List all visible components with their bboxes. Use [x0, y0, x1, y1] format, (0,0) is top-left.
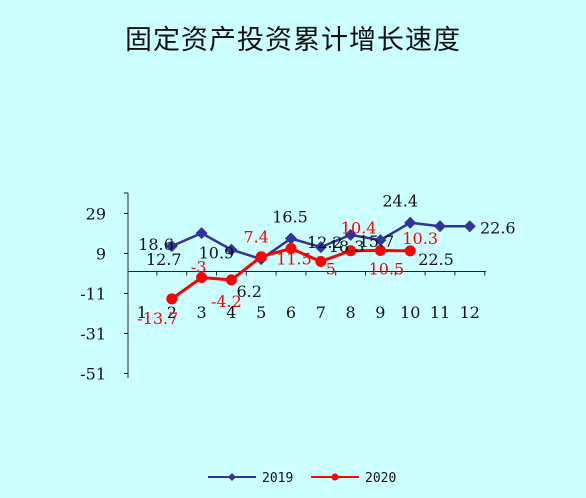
- point-2020: [285, 243, 297, 254]
- point-2020: [225, 274, 237, 286]
- annotation-label: 22.5: [418, 250, 454, 269]
- data-label-2019: 10.9: [199, 244, 235, 263]
- point-2019: [374, 234, 387, 247]
- data-label-2020: 11.5: [276, 250, 312, 269]
- point-2019: [434, 220, 446, 233]
- legend-swatch-marker: [331, 473, 339, 481]
- point-2019: [344, 228, 357, 241]
- point-2019: [314, 241, 327, 254]
- y-tick-label: -11: [80, 285, 106, 304]
- point-2020: [315, 256, 327, 267]
- point-2020: [255, 251, 267, 263]
- point-2019: [225, 243, 238, 256]
- data-label-2020: -13.7: [137, 309, 178, 328]
- y-tick-label: 29: [86, 205, 106, 224]
- chart-title: 固定资产投资累计增长速度: [125, 25, 461, 56]
- data-label-2020: 5: [326, 260, 336, 279]
- point-2019: [285, 232, 297, 245]
- data-label-2020: 7.4: [243, 228, 268, 247]
- x-tick-label: 1: [137, 303, 147, 322]
- x-tick-label: 5: [256, 303, 266, 322]
- point-2020: [196, 272, 208, 283]
- data-label-2019: 18.3: [329, 237, 365, 256]
- x-tick-label: 7: [316, 303, 326, 322]
- annotation-label: 18.6: [138, 235, 174, 254]
- x-tick-label: 10: [400, 303, 420, 322]
- point-2020: [404, 245, 416, 257]
- data-label-2019: 24.4: [382, 192, 418, 211]
- point-2020: [345, 245, 357, 257]
- x-tick-label: 8: [346, 303, 356, 322]
- x-tick-label: 11: [430, 303, 450, 322]
- data-label-2019: 15.7: [359, 232, 395, 251]
- data-label-2019: 12.2: [307, 233, 343, 252]
- y-tick-label: 9: [96, 245, 106, 264]
- legend-label: 2019: [262, 471, 293, 486]
- point-2019: [463, 220, 476, 233]
- x-tick-label: 2: [167, 303, 177, 322]
- point-2020: [166, 293, 178, 305]
- data-label-2019: 6.2: [236, 282, 261, 301]
- x-tick-label: 4: [226, 303, 236, 322]
- data-label-2020: -4.2: [211, 292, 242, 311]
- point-2019: [404, 216, 417, 229]
- data-label-2020: 10.3: [402, 229, 438, 248]
- y-tick-label: -51: [80, 365, 106, 384]
- x-tick-label: 9: [375, 303, 385, 322]
- legend-swatch-marker: [228, 473, 236, 481]
- x-tick-label: 12: [460, 303, 480, 322]
- data-label-2019: 16.5: [272, 208, 308, 227]
- y-tick-label: -31: [80, 325, 106, 344]
- data-label-2019: 22.6: [480, 218, 516, 237]
- x-tick-label: 3: [197, 303, 207, 322]
- point-2020: [374, 245, 386, 256]
- legend-label: 2020: [365, 471, 396, 486]
- point-2019: [195, 227, 208, 240]
- data-label-2020: 10.4: [341, 219, 377, 238]
- data-label-2020: -3: [191, 258, 207, 277]
- data-label-2020: 10.5: [369, 260, 405, 279]
- data-label-2019: 12.7: [146, 250, 182, 269]
- point-2019: [165, 240, 178, 253]
- x-tick-label: 6: [286, 303, 296, 322]
